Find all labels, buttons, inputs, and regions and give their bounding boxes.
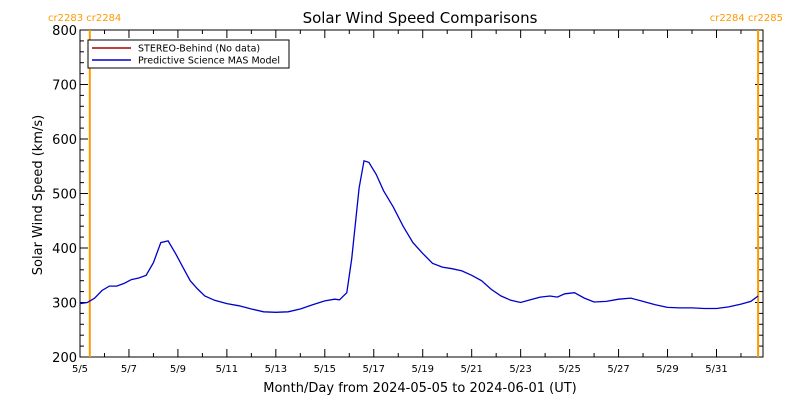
carrington-markers: cr2283 cr2284 cr2284 cr2285	[48, 13, 783, 357]
series-line-mas-model	[79, 159, 759, 313]
x-tick-label: 5/25	[558, 364, 580, 375]
y-tick-label: 500	[52, 188, 77, 203]
x-axis-ticks: 5/5 5/7 5/9 5/11 5/13 5/15 5/17 5/19 5/21 5/23 5/2…	[72, 30, 742, 375]
x-tick-label: 5/11	[216, 364, 238, 375]
legend-box	[87, 39, 290, 69]
carrington-marker-label: cr2284 cr2285	[710, 13, 783, 24]
x-tick-label: 5/27	[607, 364, 629, 375]
legend-label: STEREO-Behind (No data)	[138, 44, 260, 55]
x-tick-label: 5/5	[72, 364, 88, 375]
legend: STEREO-Behind (No data)Predictive Scienc…	[87, 39, 290, 69]
y-tick-label: 700	[52, 79, 77, 94]
x-tick-label: 5/7	[121, 364, 137, 375]
series-layer	[79, 159, 759, 313]
y-axis-label: Solar Wind Speed (km/s)	[31, 115, 46, 275]
y-tick-label: 300	[52, 297, 77, 312]
y-tick-label: 600	[52, 133, 77, 148]
x-tick-label: 5/15	[314, 364, 336, 375]
x-axis-label: Month/Day from 2024-05-05 to 2024-06-01 …	[263, 381, 576, 396]
y-tick-label: 400	[52, 242, 77, 257]
y-tick-label: 200	[52, 351, 77, 366]
x-tick-label: 5/13	[265, 364, 287, 375]
x-tick-label: 5/23	[509, 364, 531, 375]
x-tick-label: 5/29	[656, 364, 678, 375]
x-tick-label: 5/19	[411, 364, 433, 375]
y-axis-ticks: 200 300 400 500 600 700 800	[52, 24, 763, 366]
y-tick-label: 800	[52, 24, 77, 39]
x-tick-label: 5/21	[460, 364, 482, 375]
chart-title: Solar Wind Speed Comparisons	[303, 9, 538, 27]
x-tick-label: 5/31	[705, 364, 727, 375]
plot-frame	[79, 29, 764, 358]
x-tick-label: 5/17	[363, 364, 385, 375]
carrington-marker-label: cr2283 cr2284	[48, 13, 121, 24]
x-tick-label: 5/9	[170, 364, 186, 375]
legend-label: Predictive Science MAS Model	[138, 56, 280, 67]
